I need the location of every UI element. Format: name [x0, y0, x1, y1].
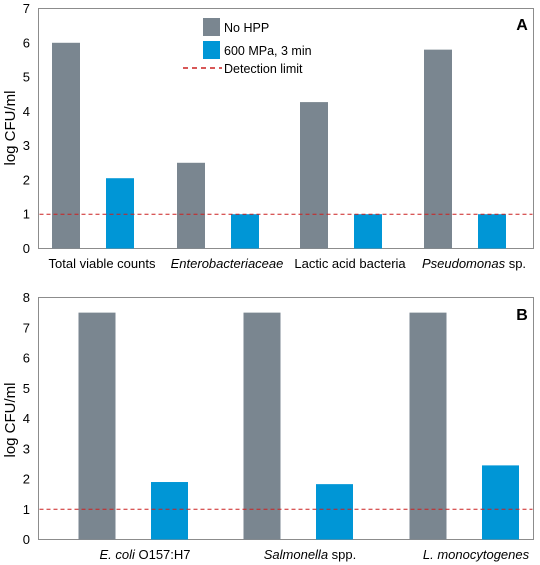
panel-b-frame: [38, 297, 534, 540]
panel-a-category-label: Pseudomonas sp.: [422, 256, 526, 271]
panel-a-y-tick-label: 7: [23, 1, 30, 16]
panel-a-y-axis-label: log CFU/ml: [2, 90, 19, 165]
panel-b-bar-no-hpp: [409, 312, 447, 540]
panel-a-bar-no-hpp: [177, 162, 205, 249]
panel-b-y-tick-label: 0: [23, 532, 30, 547]
panel-a-category-label: Enterobacteriaceae: [171, 256, 284, 271]
legend-label-detection: Detection limit: [224, 62, 303, 76]
panel-b-y-tick-label: 4: [23, 411, 30, 426]
panel-b-y-tick-label: 5: [23, 381, 30, 396]
panel-a-bar-no-hpp: [52, 42, 80, 249]
panel-b-bar-hpp: [151, 482, 188, 540]
panel-a-bar-hpp: [478, 214, 506, 249]
panel-b-y-tick-label: 1: [23, 502, 30, 517]
panel-b-category-label: L. monocytogenes: [423, 547, 530, 562]
panel-a-bar-hpp: [106, 178, 134, 249]
panel-a-y-tick-label: 1: [23, 207, 30, 222]
legend-swatch-no-hpp: [203, 18, 220, 36]
panel-b-y-axis-label: log CFU/ml: [2, 382, 19, 457]
legend: No HPP 600 MPa, 3 min Detection limit: [183, 18, 312, 76]
panel-b: log CFU/ml B 0 1 2 3 4 5 6 7 8 E. coli O157:H7 Sal…: [2, 290, 534, 562]
panel-a-y-tick-label: 2: [23, 172, 30, 187]
legend-swatch-hpp: [203, 41, 220, 59]
panel-b-y-tick-label: 2: [23, 472, 30, 487]
panel-a-y-tick-label: 6: [23, 35, 30, 50]
panel-b-bar-hpp: [482, 465, 519, 540]
panel-b-bar-no-hpp: [243, 312, 281, 540]
panel-a-y-tick-label: 0: [23, 241, 30, 256]
panel-a-category-label: Lactic acid bacteria: [294, 256, 406, 271]
panel-b-bar-hpp: [316, 484, 353, 540]
panel-b-y-tick-label: 6: [23, 351, 30, 366]
panel-b-y-tick-label: 7: [23, 320, 30, 335]
panel-a-category-label: Total viable counts: [49, 256, 156, 271]
panel-b-y-tick-label: 8: [23, 290, 30, 305]
panel-b-letter: B: [516, 307, 528, 324]
legend-label-hpp: 600 MPa, 3 min: [224, 44, 312, 58]
panel-a-bar-hpp: [231, 214, 259, 249]
panel-b-category-label: E. coli O157:H7: [99, 547, 190, 562]
legend-label-no-hpp: No HPP: [224, 21, 269, 35]
panel-a-frame: [38, 8, 534, 249]
panel-a-y-tick-label: 3: [23, 138, 30, 153]
panel-b-bar-no-hpp: [78, 312, 116, 540]
panel-a-bar-hpp: [354, 214, 382, 249]
panel-a-bar-no-hpp: [300, 102, 328, 249]
panel-b-category-label: Salmonella spp.: [264, 547, 357, 562]
panel-a: log CFU/ml A No HPP 600 MPa, 3 min Detec…: [2, 1, 534, 271]
panel-a-y-tick-label: 4: [23, 104, 30, 119]
panel-b-y-tick-label: 3: [23, 441, 30, 456]
panel-a-letter: A: [516, 17, 528, 34]
panel-a-bar-no-hpp: [424, 49, 452, 249]
panel-a-y-tick-label: 5: [23, 70, 30, 85]
